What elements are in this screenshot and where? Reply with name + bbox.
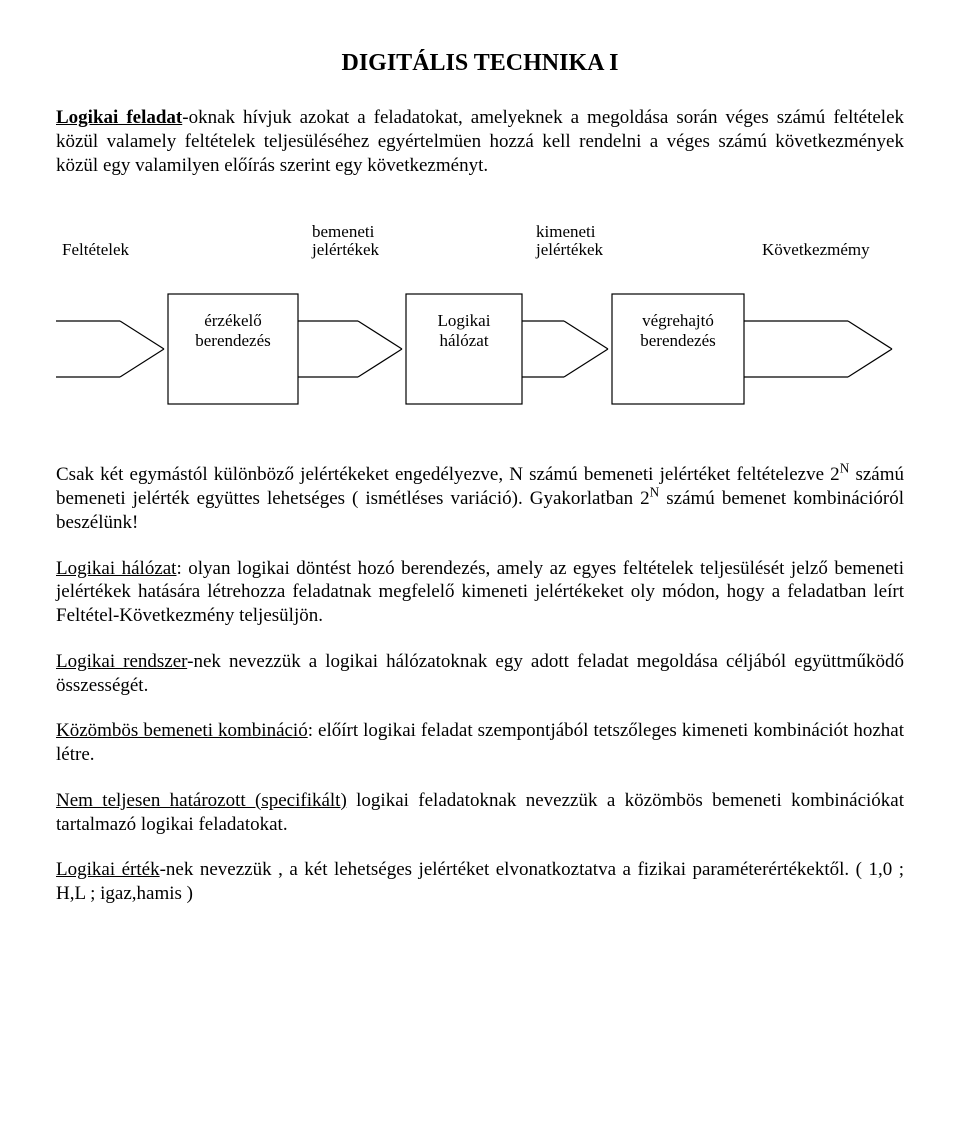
svg-text:jelértékek: jelértékek <box>311 240 380 259</box>
paragraph-3-text: : olyan logikai döntést hozó berendezés,… <box>56 558 904 627</box>
svg-text:jelértékek: jelértékek <box>535 240 604 259</box>
svg-text:Következmémy: Következmémy <box>762 240 870 259</box>
svg-text:kimeneti: kimeneti <box>536 222 596 241</box>
svg-text:érzékelő: érzékelő <box>204 311 262 330</box>
svg-text:Logikai: Logikai <box>438 311 491 330</box>
svg-text:Feltételek: Feltételek <box>62 240 130 259</box>
paragraph-6: Nem teljesen határozott (specifikált) lo… <box>56 789 904 837</box>
flow-diagram: érzékelőberendezésLogikaihálózatvégrehaj… <box>56 199 904 429</box>
page-title: DIGITÁLIS TECHNIKA I <box>56 48 904 78</box>
svg-text:bemeneti: bemeneti <box>312 222 375 241</box>
paragraph-2-part-a: Csak két egymástól különböző jelértékeke… <box>56 464 840 485</box>
svg-text:berendezés: berendezés <box>195 331 271 350</box>
term-logikai-feladat: Logikai feladat <box>56 107 182 128</box>
term-logikai-rendszer: Logikai rendszer <box>56 651 187 672</box>
paragraph-7: Logikai érték-nek nevezzük , a két lehet… <box>56 858 904 906</box>
paragraph-1-text: -oknak hívjuk azokat a feladatokat, amel… <box>56 107 904 176</box>
svg-text:berendezés: berendezés <box>640 331 716 350</box>
svg-text:végrehajtó: végrehajtó <box>642 311 714 330</box>
exponent-1: N <box>840 461 850 476</box>
term-logikai-ertek: Logikai érték <box>56 859 160 880</box>
paragraph-1: Logikai feladat-oknak hívjuk azokat a fe… <box>56 106 904 177</box>
term-logikai-halozat: Logikai hálózat <box>56 558 176 579</box>
term-kozombos-bemeneti: Közömbös bemeneti kombináció <box>56 720 308 741</box>
svg-text:hálózat: hálózat <box>439 331 488 350</box>
exponent-2: N <box>650 485 660 500</box>
paragraph-7-text: -nek nevezzük , a két lehetséges jelérté… <box>56 859 904 904</box>
term-nem-teljesen-hatarozott: Nem teljesen határozott (specifikált) <box>56 790 347 811</box>
paragraph-5: Közömbös bemeneti kombináció: előírt log… <box>56 719 904 767</box>
paragraph-4: Logikai rendszer-nek nevezzük a logikai … <box>56 650 904 698</box>
paragraph-2: Csak két egymástól különböző jelértékeke… <box>56 463 904 534</box>
paragraph-3: Logikai hálózat: olyan logikai döntést h… <box>56 557 904 628</box>
